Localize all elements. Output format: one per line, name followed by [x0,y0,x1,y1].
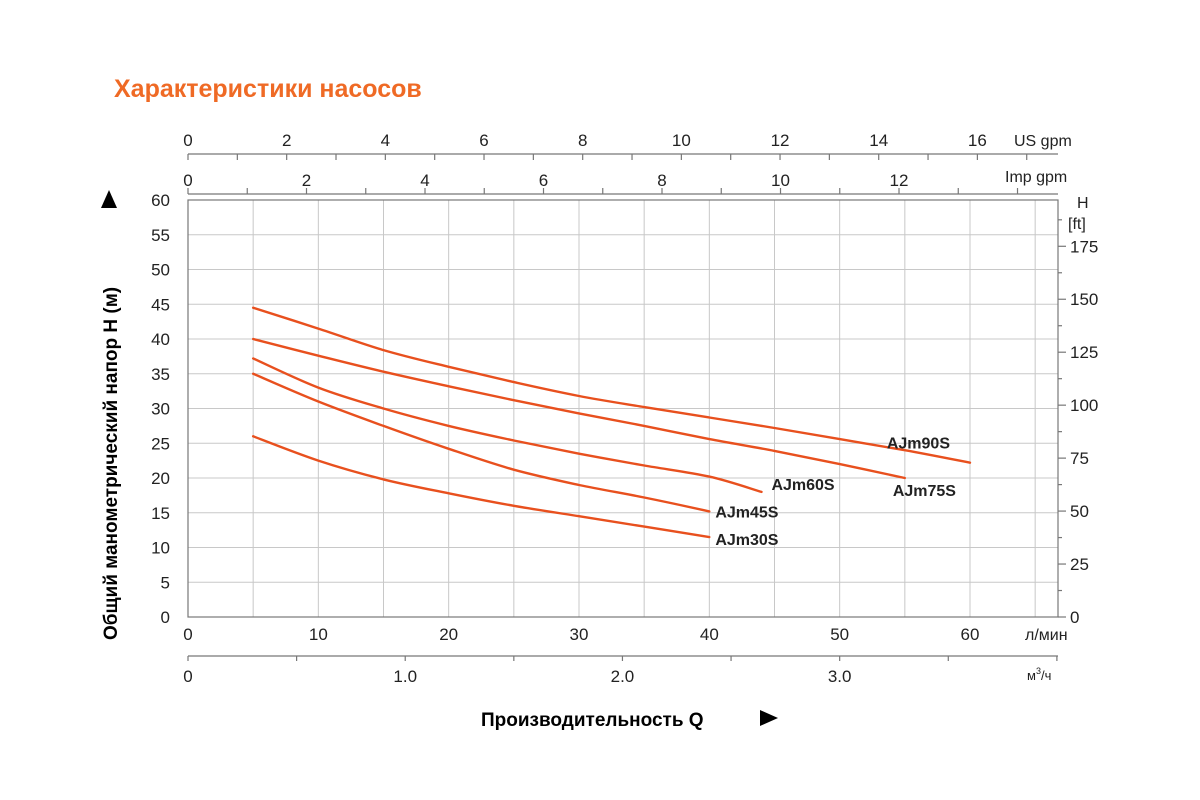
ft-tick-label: 100 [1070,396,1098,415]
series-label-ajm90s: AJm90S [887,436,950,453]
y-tick-label: 20 [151,469,170,488]
curve-ajm30s [251,435,711,539]
y-tick-label: 35 [151,365,170,384]
series-label-ajm60s: AJm60S [771,477,834,494]
imp-gpm-unit: Imp gpm [1005,169,1067,186]
y-tick-label: 15 [151,504,170,523]
imp-gpm-tick-label: 12 [890,171,909,190]
y-tick-label: 60 [151,191,170,210]
x-tick-label: 30 [570,625,589,644]
m3h-axis: м3/ч 0 1.0 2.0 3.0 [183,655,1058,686]
y-tick-label: 0 [161,608,170,627]
y-tick-label: 55 [151,226,170,245]
series-label-ajm45s: AJm45S [715,504,778,521]
us-gpm-tick-label: 2 [282,131,291,150]
curve-ajm75s [251,337,906,480]
ft-tick-label: 0 [1070,608,1079,627]
x-axis-title: Производительность Q [481,710,704,731]
us-gpm-tick-label: 6 [479,131,488,150]
us-gpm-tick-label: 12 [771,131,790,150]
ft-axis-unit: [ft] [1068,216,1086,233]
m3h-unit-sup: 3 [1036,666,1041,676]
m3h-unit: м3/ч [1027,666,1051,683]
plot-frame [187,199,1059,618]
m3h-tick-label: 1.0 [393,667,417,686]
y-tick-label: 50 [151,261,170,280]
imp-gpm-tick-label: 8 [657,171,666,190]
imp-gpm-tick-label: 2 [302,171,311,190]
curve-ajm45s [251,372,711,513]
m3h-tick-label: 2.0 [611,667,635,686]
curve-ajm60s [251,357,763,494]
series-label-ajm30s: AJm30S [715,532,778,549]
ft-tick-label: 150 [1070,290,1098,309]
y-tick-label: 10 [151,539,170,558]
arrow-up-icon [101,190,117,208]
x-tick-label: 10 [309,625,328,644]
us-gpm-unit: US gpm [1014,133,1072,150]
ft-tick-label: 75 [1070,449,1089,468]
x-unit: л/мин [1025,627,1068,644]
y-axis-title: Общий манометрический напор H (м) [101,287,122,640]
ft-tick-label: 25 [1070,555,1089,574]
us-gpm-tick-label: 14 [869,131,888,150]
y-tick-label: 5 [161,573,170,592]
us-gpm-axis: US gpm 0 2 4 6 8 10 12 14 16 [183,131,1072,160]
ft-tick-label: 125 [1070,343,1098,362]
m3h-unit-tail: /ч [1041,668,1051,683]
x-tick-label: 40 [700,625,719,644]
ft-axis: H [ft] 0 25 50 75 100 125 150 175 [1058,195,1098,627]
x-axis-ticks: 0 10 20 30 40 50 60 [183,625,979,644]
y-tick-label: 30 [151,400,170,419]
us-gpm-tick-label: 10 [672,131,691,150]
series-label-ajm75s: AJm75S [893,483,956,500]
us-gpm-tick-label: 16 [968,131,987,150]
y-tick-label: 45 [151,295,170,314]
m3h-unit-base: м [1027,668,1036,683]
us-gpm-tick-label: 0 [183,131,192,150]
curve-ajm90s [251,306,972,464]
us-gpm-tick-label: 8 [578,131,587,150]
y-axis-ticks: 0 5 10 15 20 25 30 35 40 45 50 55 60 [151,191,170,627]
x-tick-label: 50 [830,625,849,644]
y-tick-label: 40 [151,330,170,349]
ft-tick-label: 175 [1070,237,1098,256]
m3h-tick-label: 0 [183,667,192,686]
y-tick-label: 25 [151,434,170,453]
x-tick-label: 20 [439,625,458,644]
ft-axis-label: H [1077,195,1089,212]
ft-tick-label: 50 [1070,502,1089,521]
series-curves [251,306,972,539]
series-labels: AJm90S AJm75S AJm60S AJm45S AJm30S [715,436,956,549]
chart-title: Характеристики насосов [114,75,422,103]
imp-gpm-tick-label: 4 [420,171,429,190]
x-tick-label: 0 [183,625,192,644]
m3h-tick-label: 3.0 [828,667,852,686]
imp-gpm-tick-label: 6 [539,171,548,190]
us-gpm-tick-label: 4 [381,131,390,150]
imp-gpm-tick-label: 0 [183,171,192,190]
arrow-right-icon [760,710,778,726]
x-tick-label: 60 [961,625,980,644]
imp-gpm-axis: Imp gpm 0 2 4 6 8 10 12 [183,169,1067,195]
grid-horizontal [188,234,1058,583]
imp-gpm-tick-label: 10 [771,171,790,190]
